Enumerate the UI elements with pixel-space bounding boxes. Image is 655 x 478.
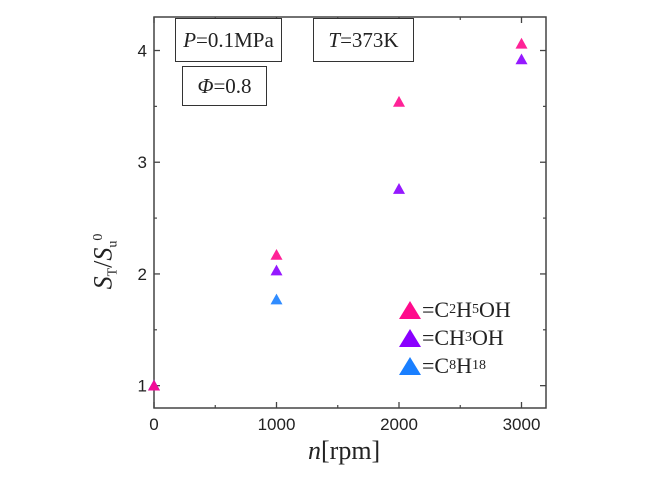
y-axis-title: ST/Su0 [88, 233, 121, 290]
annotation-temperature: T =373K [313, 18, 414, 62]
x-axis-title: n[rpm] [308, 436, 380, 466]
data-points [148, 37, 528, 391]
annotation-temperature-var: T [328, 27, 341, 52]
annotation-pressure-var: P [183, 27, 197, 52]
data-point-c2h5oh [393, 95, 405, 107]
data-point-c2h5oh [515, 37, 528, 49]
legend-subscript: 5 [471, 302, 479, 317]
x-axis-unit: [rpm] [321, 436, 381, 465]
y-tick-label: 3 [138, 153, 147, 172]
legend-subscript: 8 [449, 358, 457, 373]
legend-marker-triangle-icon [399, 329, 421, 347]
plot-frame [153, 16, 547, 409]
legend-text: H [456, 297, 472, 322]
annotation-pressure: P =0.1MPa [175, 18, 282, 62]
legend-text: =C [422, 297, 450, 322]
y-tick-label: 4 [138, 42, 147, 61]
x-tick-label: 2000 [380, 415, 418, 434]
y-tick-label: 2 [138, 265, 147, 284]
legend-subscript: 2 [449, 302, 457, 317]
x-axis-var: n [308, 436, 321, 465]
data-point-c2h5oh [270, 248, 283, 260]
data-point-c2h5oh [148, 379, 160, 391]
annotation-phi-value: =0.8 [213, 73, 252, 98]
legend-item-ch3oh: =CH 3 OH [398, 324, 511, 352]
data-point-ch3oh [270, 264, 283, 276]
annotation-equivalence-ratio: Φ =0.8 [182, 66, 267, 106]
legend-text: OH [478, 297, 511, 322]
x-tick-label: 3000 [503, 415, 541, 434]
y-tick-label: 1 [138, 377, 147, 396]
x-tick-label: 0 [149, 415, 158, 434]
legend-text: =CH [422, 325, 465, 350]
data-point-ch3oh [393, 183, 405, 194]
data-point-ch3oh [515, 53, 528, 65]
legend-subscript: 18 [471, 358, 486, 373]
legend-item-c2h5oh: =C 2 H 5 OH [398, 296, 511, 324]
annotation-temperature-value: =373K [340, 27, 399, 52]
legend-text: =C [422, 353, 450, 378]
legend-marker-triangle-icon [399, 357, 421, 375]
annotation-phi-var: Φ [197, 73, 214, 98]
legend-marker-triangle-icon [399, 301, 421, 319]
annotation-pressure-value: =0.1MPa [196, 27, 274, 52]
legend-text: OH [471, 325, 504, 350]
legend-text: H [456, 353, 472, 378]
data-point-c8h18 [270, 293, 283, 305]
legend-subscript: 3 [464, 330, 472, 345]
x-tick-label: 1000 [258, 415, 296, 434]
legend: =C 2 H 5 OH =CH 3 OH =C 8 H 18 [398, 296, 511, 380]
legend-item-c8h18: =C 8 H 18 [398, 352, 511, 380]
